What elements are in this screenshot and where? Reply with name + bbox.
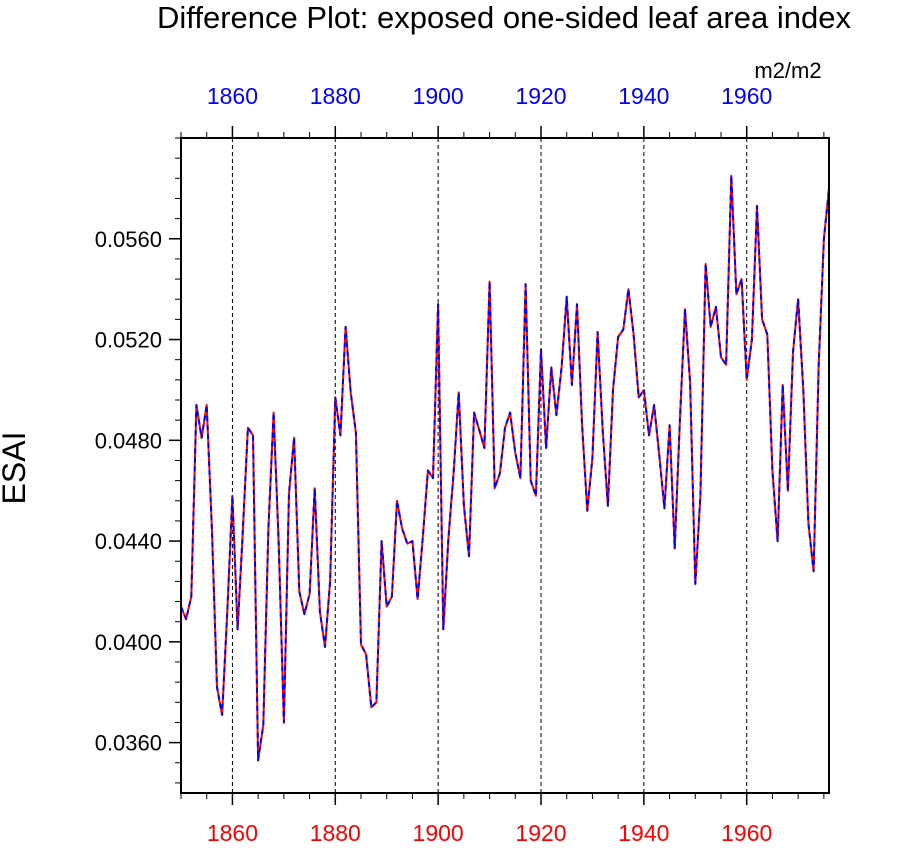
x-tick-label-bottom: 1920 (515, 820, 566, 846)
y-axis-label: ESAI (0, 432, 32, 505)
y-tick-label: 0.0480 (95, 428, 162, 453)
y-tick-label: 0.0440 (95, 529, 162, 554)
y-tick-label: 0.0400 (95, 630, 162, 655)
y-tick-label: 0.0520 (95, 328, 162, 353)
series-line-blue (180, 174, 830, 762)
x-tick-label-bottom: 1900 (413, 820, 464, 846)
data-lines (180, 174, 830, 762)
units-label: m2/m2 (754, 58, 821, 83)
x-tick-label-bottom: 1880 (310, 820, 361, 846)
x-tick-label-top: 1940 (618, 83, 669, 109)
tick-labels: 1860 1860 1880 1880 1900 1900 1920 1920 1940 1940… (95, 83, 773, 846)
plot-frame (180, 137, 830, 794)
x-tick-label-bottom: 1960 (721, 820, 772, 846)
grid-lines (231, 138, 748, 793)
series-line-red (180, 174, 830, 762)
y-tick-label: 0.0560 (95, 227, 162, 252)
x-tick-label-bottom: 1940 (618, 820, 669, 846)
x-tick-label-top: 1960 (721, 83, 772, 109)
x-tick-label-top: 1860 (207, 83, 258, 109)
x-tick-label-top: 1900 (413, 83, 464, 109)
x-tick-label-bottom: 1860 (207, 820, 258, 846)
chart-title: Difference Plot: exposed one-sided leaf … (157, 0, 851, 35)
y-tick-label: 0.0360 (95, 731, 162, 756)
axis-ticks (169, 126, 825, 805)
x-tick-label-top: 1880 (310, 83, 361, 109)
x-tick-label-top: 1920 (515, 83, 566, 109)
